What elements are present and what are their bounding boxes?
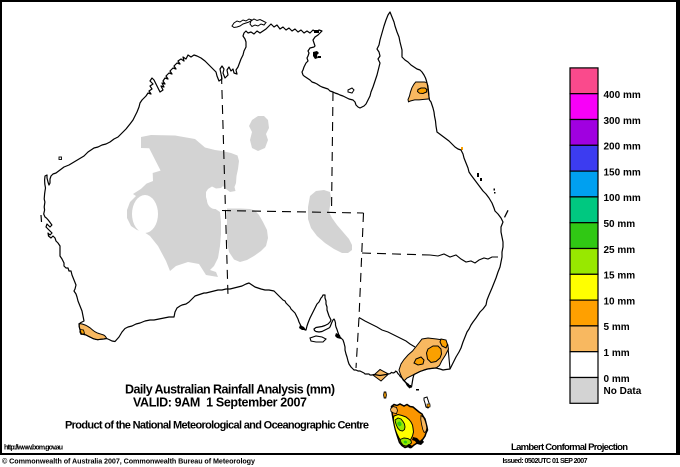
svg-text:100 mm: 100 mm [604, 193, 641, 204]
svg-text:Lambert Conformal Projection: Lambert Conformal Projection [511, 442, 628, 453]
svg-text:http://www.bom.gov.au: http://www.bom.gov.au [4, 445, 63, 452]
svg-text:300 mm: 300 mm [604, 116, 641, 127]
svg-text:Product of the National Meteor: Product of the National Meteorological a… [65, 420, 369, 432]
svg-text:5 mm: 5 mm [604, 322, 630, 333]
svg-text:150 mm: 150 mm [604, 167, 641, 178]
svg-text:200 mm: 200 mm [604, 142, 641, 153]
svg-text:25 mm: 25 mm [604, 245, 636, 256]
svg-text:0 mm: 0 mm [604, 374, 630, 385]
svg-text:VALID: 9AM 1 September 2007: VALID: 9AM 1 September 2007 [133, 396, 307, 410]
svg-text:400 mm: 400 mm [604, 90, 641, 101]
svg-text:50 mm: 50 mm [604, 219, 636, 230]
svg-text:Daily Australian Rainfall Anal: Daily Australian Rainfall Analysis (mm) [125, 383, 335, 397]
svg-text:© Commonwealth of Australia 20: © Commonwealth of Australia 2007, Common… [2, 457, 255, 466]
svg-text:10 mm: 10 mm [604, 296, 636, 307]
svg-text:Issued: 0502UTC 01 SEP 2007: Issued: 0502UTC 01 SEP 2007 [503, 458, 588, 465]
svg-text:No Data: No Data [604, 386, 642, 397]
svg-text:15 mm: 15 mm [604, 271, 636, 282]
svg-text:1 mm: 1 mm [604, 348, 630, 359]
